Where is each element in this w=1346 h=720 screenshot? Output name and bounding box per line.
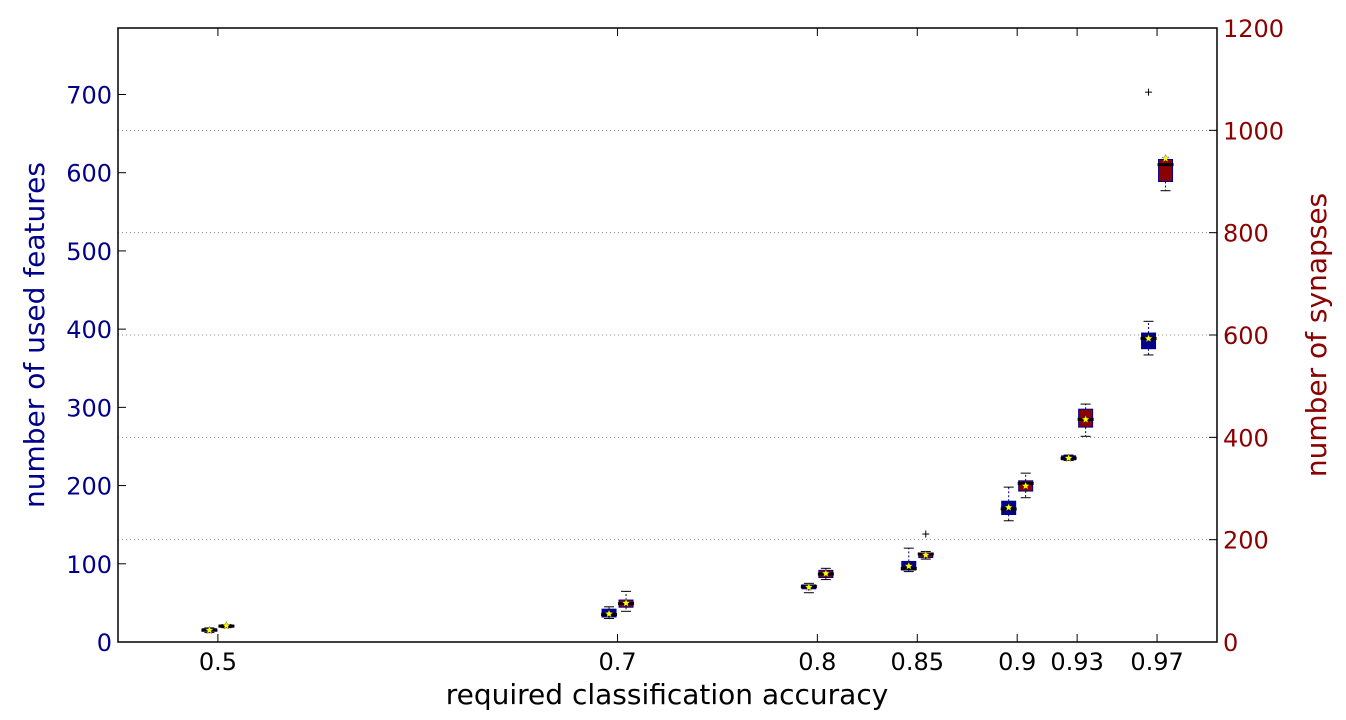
x-tick-label: 0.5: [199, 648, 237, 676]
left-tick-label: 200: [66, 473, 112, 501]
left-tick-label: 100: [66, 551, 112, 579]
synapses-box: [917, 530, 934, 560]
mean-marker: [1004, 502, 1013, 512]
synapses-box: [817, 567, 834, 581]
x-tick-label: 0.93: [1050, 648, 1103, 676]
right-tick-label: 600: [1223, 322, 1269, 350]
box-iqr: [1158, 158, 1174, 183]
features-box: [1000, 486, 1017, 522]
features-box: [1060, 453, 1077, 462]
right-y-axis: 0 200 400 600 800 1000 1200: [1209, 15, 1284, 657]
box-plots: [201, 88, 1174, 634]
x-axis: 0.5 0.7 0.8 0.85 0.9 0.93 0.97: [199, 28, 1184, 676]
left-y-axis: 0 100 200 300 400 500 600 700: [66, 81, 126, 657]
x-axis-label: required classification accuracy: [446, 678, 889, 711]
features-box: [900, 547, 917, 573]
left-tick-label: 300: [66, 394, 112, 422]
right-y-axis-label: number of synapses: [1300, 193, 1333, 477]
synapses-box: [218, 621, 235, 630]
left-tick-label: 400: [66, 316, 112, 344]
mean-marker: [205, 625, 214, 634]
right-tick-label: 0: [1223, 629, 1238, 657]
mean-marker: [1081, 414, 1090, 424]
features-box: [1140, 88, 1157, 356]
features-box: [201, 625, 218, 634]
box-iqr: [1141, 332, 1157, 350]
mean-marker: [821, 568, 831, 578]
mean-marker: [621, 598, 631, 607]
mean-marker: [1144, 333, 1153, 343]
features-box: [800, 582, 817, 594]
synapses-box: [1077, 403, 1094, 437]
mean-marker: [1064, 453, 1073, 462]
mean-marker: [904, 561, 914, 570]
right-tick-label: 800: [1223, 220, 1269, 248]
right-tick-label: 1000: [1223, 117, 1284, 145]
right-tick-label: 1200: [1223, 15, 1284, 43]
left-tick-label: 0: [97, 629, 112, 657]
left-tick-label: 500: [66, 238, 112, 266]
mean-marker: [804, 582, 814, 591]
left-y-axis-label: number of used features: [18, 162, 51, 508]
mean-marker: [222, 621, 231, 630]
mean-marker: [604, 609, 614, 618]
mean-marker: [921, 550, 931, 559]
synapses-box: [618, 590, 635, 612]
right-tick-label: 400: [1223, 424, 1269, 452]
x-tick-label: 0.8: [798, 648, 836, 676]
synapses-box: [1017, 472, 1034, 499]
x-tick-label: 0.97: [1130, 648, 1183, 676]
features-box: [601, 606, 618, 620]
x-tick-label: 0.85: [891, 648, 944, 676]
mean-marker: [1161, 153, 1170, 163]
left-tick-label: 700: [66, 81, 112, 109]
x-tick-label: 0.7: [598, 648, 636, 676]
left-tick-label: 600: [66, 160, 112, 188]
plot-background: [118, 28, 1217, 642]
mean-marker: [1021, 481, 1030, 490]
right-tick-label: 200: [1223, 527, 1269, 555]
x-tick-label: 0.9: [998, 648, 1036, 676]
synapses-box: [1157, 153, 1174, 192]
